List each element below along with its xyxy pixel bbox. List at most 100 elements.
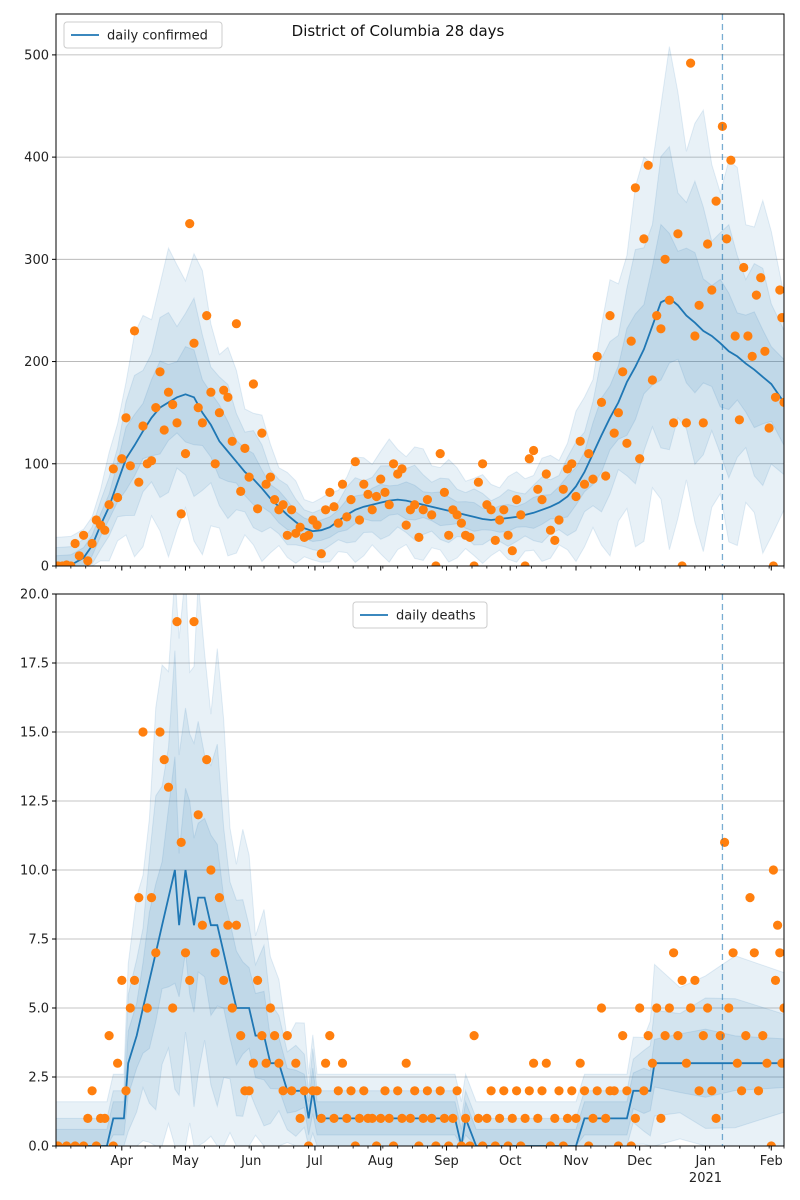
confirmed-data-point xyxy=(418,505,428,515)
confirmed-data-point xyxy=(698,418,708,428)
confirmed-data-point xyxy=(155,367,165,377)
confirmed-data-point xyxy=(129,326,140,336)
y-tick-label: 7.5 xyxy=(28,933,49,948)
confirmed-data-point xyxy=(100,525,110,535)
deaths-data-point xyxy=(652,1003,662,1013)
confirmed-data-point xyxy=(630,183,641,193)
confirmed-data-point xyxy=(499,505,509,515)
deaths-data-point xyxy=(686,1003,696,1013)
confirmed-data-point xyxy=(579,479,590,489)
deaths-data-point xyxy=(223,920,233,930)
deaths-data-point xyxy=(720,837,730,848)
deaths-data-point xyxy=(134,893,144,903)
confirmed-data-point xyxy=(777,313,784,323)
confirmed-data-point xyxy=(257,428,267,438)
deaths-data-point xyxy=(575,1058,585,1068)
confirmed-data-point xyxy=(596,397,607,407)
deaths-data-point xyxy=(151,948,161,958)
deaths-data-point xyxy=(673,1031,683,1041)
deaths-data-point xyxy=(206,865,216,875)
confirmed-data-point xyxy=(197,418,207,428)
confirmed-data-point xyxy=(656,324,666,334)
confirmed-data-point xyxy=(346,495,356,505)
confirmed-data-point xyxy=(359,479,369,489)
deaths-data-point xyxy=(711,1113,721,1123)
confirmed-data-point xyxy=(312,520,322,530)
deaths-data-point xyxy=(596,1003,607,1013)
deaths-data-point xyxy=(737,1086,747,1096)
confirmed-data-point xyxy=(427,510,437,520)
confirmed-data-point xyxy=(743,331,753,341)
confirmed-data-point xyxy=(384,500,394,510)
deaths-data-point xyxy=(79,1141,89,1146)
confirmed-data-point xyxy=(125,461,135,471)
confirmed-data-point xyxy=(520,561,530,566)
deaths-data-point xyxy=(762,1058,772,1068)
deaths-data-point xyxy=(210,948,220,958)
deaths-data-point xyxy=(410,1086,420,1096)
deaths-uncertainty-band xyxy=(56,756,784,1146)
deaths-data-point xyxy=(537,1086,547,1096)
confirmed-data-point xyxy=(227,436,237,446)
confirmed-data-point xyxy=(66,561,76,566)
deaths-data-point xyxy=(703,1003,713,1013)
confirmed-data-point xyxy=(571,491,581,502)
confirmed-data-point xyxy=(537,495,547,505)
confirmed-uncertainty-band xyxy=(56,145,784,566)
confirmed-data-point xyxy=(643,160,653,170)
confirmed-data-point xyxy=(760,346,770,356)
confirmed-data-point xyxy=(690,331,700,341)
confirmed-data-point xyxy=(584,449,594,459)
deaths-data-point xyxy=(770,975,781,986)
deaths-data-point xyxy=(155,727,165,737)
x-tick-label: Jan xyxy=(694,1154,715,1169)
confirmed-data-point xyxy=(431,561,441,566)
confirmed-data-point xyxy=(554,515,564,525)
deaths-data-point xyxy=(278,1086,288,1096)
deaths-data-point xyxy=(125,1003,135,1013)
deaths-data-point xyxy=(62,1141,72,1146)
deaths-data-point xyxy=(257,1031,267,1041)
deaths-data-point xyxy=(524,1086,534,1096)
deaths-data-point xyxy=(435,1086,445,1096)
confirmed-data-point xyxy=(456,518,466,528)
legend-label: daily deaths xyxy=(396,609,476,624)
deaths-data-point xyxy=(70,1141,80,1146)
confirmed-data-point xyxy=(219,385,229,395)
confirmed-data-point xyxy=(210,459,220,469)
confirmed-data-point xyxy=(686,58,696,68)
confirmed-data-point xyxy=(613,408,624,418)
deaths-data-point xyxy=(656,1113,666,1123)
deaths-data-point xyxy=(295,1113,305,1123)
deaths-data-point xyxy=(270,1031,280,1041)
deaths-data-point xyxy=(202,755,212,765)
deaths-data-point xyxy=(554,1086,564,1096)
confirmed-data-point xyxy=(325,487,335,497)
confirmed-data-point xyxy=(83,556,93,566)
deaths-uncertainty-band xyxy=(56,650,784,1146)
confirmed-data-point xyxy=(722,234,732,244)
y-tick-label: 300 xyxy=(24,253,49,268)
deaths-data-point xyxy=(550,1113,560,1123)
confirmed-data-point xyxy=(134,477,144,487)
confirmed-data-point xyxy=(168,399,178,410)
confirmed-data-point xyxy=(363,489,373,499)
confirmed-data-point xyxy=(751,290,762,300)
confirmed-data-point xyxy=(660,254,670,264)
x-tick-label: Apr xyxy=(111,1154,134,1169)
confirmed-data-point xyxy=(775,285,784,295)
deaths-data-point xyxy=(113,1058,123,1068)
confirmed-series-line xyxy=(56,297,784,566)
deaths-data-point xyxy=(129,975,140,986)
confirmed-data-point xyxy=(108,464,118,474)
confirmed-data-point xyxy=(401,520,411,530)
deaths-data-point xyxy=(231,920,241,930)
deaths-data-point xyxy=(635,1003,645,1013)
confirmed-data-point xyxy=(79,530,89,540)
deaths-data-point xyxy=(448,1113,458,1123)
deaths-data-point xyxy=(520,1113,530,1123)
confirmed-data-point xyxy=(163,387,174,397)
confirmed-data-point xyxy=(371,491,382,502)
y-tick-label: 400 xyxy=(24,151,49,166)
x-tick-label: Dec xyxy=(627,1154,652,1169)
